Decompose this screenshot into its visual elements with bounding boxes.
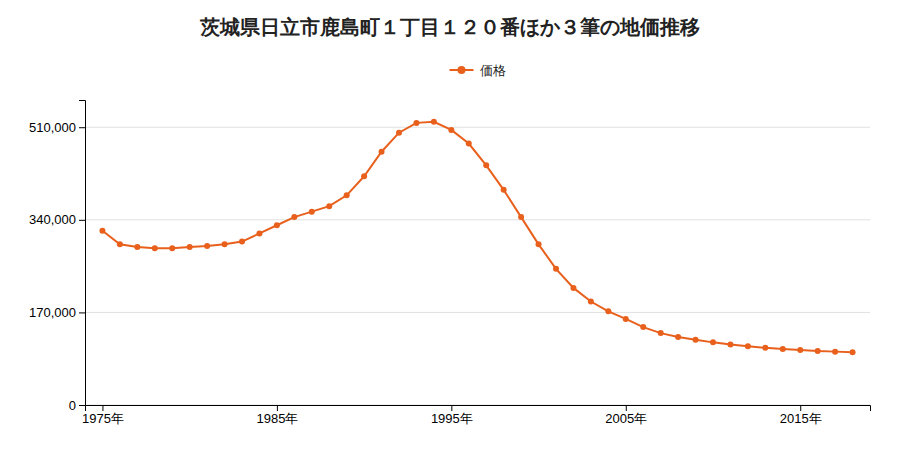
y-tick-mark [79, 312, 85, 313]
x-tick: 1995年 [431, 405, 473, 426]
point [256, 230, 262, 236]
point [344, 192, 350, 198]
point [780, 346, 786, 352]
point [396, 130, 402, 136]
title: 茨城県日立市鹿島町１丁目１２０番ほか３筆の地価推移 [199, 15, 700, 39]
grid-line [85, 127, 870, 128]
marks [99, 119, 855, 355]
y-tick: 0 [69, 398, 85, 413]
y-tick-mark [79, 127, 85, 128]
point [850, 349, 856, 355]
point [274, 222, 280, 228]
x-axis-line [86, 406, 871, 412]
point [222, 241, 228, 247]
point [501, 187, 507, 193]
x-tick-mark [626, 405, 627, 411]
point [483, 162, 489, 168]
x-tick-label: 1985年 [256, 411, 298, 426]
point [361, 173, 367, 179]
point [815, 348, 821, 354]
y-tick-mark [79, 220, 85, 221]
y-tick-mark [79, 405, 85, 406]
x-tick-label: 1975年 [82, 411, 124, 426]
point [693, 337, 699, 343]
y-tick-label: 510,000 [29, 120, 76, 135]
point [466, 141, 472, 147]
point [291, 214, 297, 220]
x-tick-mark [800, 405, 801, 411]
y-tick-label: 170,000 [29, 305, 76, 320]
point [762, 345, 768, 351]
legend: 価格 [450, 63, 506, 78]
x-tick-label: 2015年 [780, 411, 822, 426]
x-axis: 1975年 1985年 1995年 2005年 2015年 [82, 405, 871, 426]
grid [85, 127, 870, 405]
point [727, 342, 733, 348]
point [187, 244, 193, 250]
point [797, 347, 803, 353]
point [152, 245, 158, 251]
point [658, 330, 664, 336]
x-tick: 1985年 [256, 405, 298, 426]
x-tick-label: 1995年 [431, 411, 473, 426]
point [431, 119, 437, 125]
chart: 茨城県日立市鹿島町１丁目１２０番ほか３筆の地価推移 1975年 1985年 1995年… [0, 0, 900, 450]
y-tick-label: 340,000 [29, 212, 76, 227]
point [204, 243, 210, 249]
x-tick: 2015年 [780, 405, 822, 426]
y-tick: 340,000 [29, 212, 85, 227]
point [169, 245, 175, 251]
point [518, 214, 524, 220]
point [413, 120, 419, 126]
point [605, 308, 611, 314]
point [588, 299, 594, 305]
point [134, 244, 140, 250]
grid-line [85, 312, 870, 313]
legend-item: 価格 [450, 63, 506, 78]
x-tick-label: 2005年 [605, 411, 647, 426]
grid-line [85, 219, 870, 220]
line [102, 122, 852, 352]
point [379, 149, 385, 155]
x-tick: 1975年 [82, 405, 124, 426]
y-tick: 510,000 [29, 120, 85, 135]
point [832, 349, 838, 355]
plot-area: 1975年 1985年 1995年 2005年 2015年 0 170,000 340,000… [29, 101, 871, 427]
x-tick-mark [102, 405, 103, 411]
point [640, 324, 646, 330]
legend-marker [458, 66, 466, 74]
x-tick: 2005年 [605, 405, 647, 426]
point [570, 285, 576, 291]
y-tick-label: 0 [69, 398, 76, 413]
point [745, 343, 751, 349]
point [623, 316, 629, 322]
point [710, 339, 716, 345]
x-tick-mark [451, 405, 452, 411]
point [117, 241, 123, 247]
point [536, 241, 542, 247]
legend-label: 価格 [480, 63, 506, 78]
x-tick-mark [277, 405, 278, 411]
point [309, 209, 315, 215]
y-axis-line [79, 101, 86, 406]
point [326, 203, 332, 209]
point [239, 239, 245, 245]
point [448, 127, 454, 133]
point [553, 266, 559, 272]
point [675, 334, 681, 340]
point [99, 228, 105, 234]
y-axis: 0 170,000 340,000 510,000 [29, 101, 86, 413]
y-tick: 170,000 [29, 305, 85, 320]
